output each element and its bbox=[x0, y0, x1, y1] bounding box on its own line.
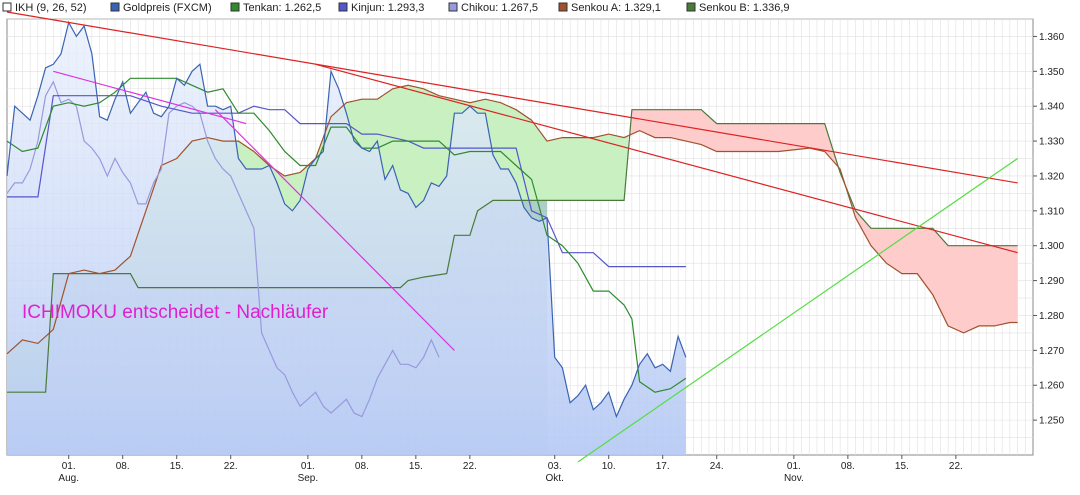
y-tick-label: 1.290 bbox=[1039, 276, 1064, 287]
legend-swatch bbox=[448, 2, 458, 12]
legend-swatch bbox=[230, 2, 240, 12]
trendline-magenta-long bbox=[214, 109, 455, 351]
x-tick-label: 08. bbox=[355, 461, 369, 472]
trendline-red-upper bbox=[6, 11, 1018, 184]
y-tick-label: 1.360 bbox=[1039, 32, 1064, 43]
legend-label: Tenkan: 1.262,5 bbox=[243, 2, 321, 14]
legend-label: Chikou: 1.267,5 bbox=[461, 2, 538, 14]
trendline-green bbox=[577, 158, 1018, 463]
tenkan-line bbox=[6, 77, 687, 393]
x-tick-label: 15. bbox=[895, 461, 909, 472]
legend-label: IKH (9, 26, 52) bbox=[15, 2, 87, 14]
y-tick-label: 1.270 bbox=[1039, 346, 1064, 357]
legend-swatch bbox=[686, 2, 696, 12]
x-tick-label: 01. bbox=[301, 461, 315, 472]
x-tick-label: 17. bbox=[656, 461, 670, 472]
x-axis: 01.Aug.08. 15. 22. 01.Sep.08. 15. 22. 03.Okt.1… bbox=[58, 455, 963, 484]
trendlines bbox=[6, 11, 1018, 463]
x-tick-month: Nov. bbox=[784, 473, 804, 484]
x-tick-label: 15. bbox=[409, 461, 423, 472]
trendline-red-lower bbox=[315, 63, 1018, 254]
legend-swatch bbox=[2, 2, 12, 12]
trendline-magenta-short bbox=[53, 70, 247, 125]
y-tick-label: 1.250 bbox=[1039, 416, 1064, 427]
y-tick-label: 1.310 bbox=[1039, 206, 1064, 217]
senkou-b-line bbox=[7, 109, 1018, 393]
legend: IKH (9, 26, 52) Goldpreis (FXCM) Tenkan: 1… bbox=[2, 2, 790, 14]
x-tick-label: 22. bbox=[463, 461, 477, 472]
y-tick-label: 1.300 bbox=[1039, 241, 1064, 252]
legend-swatch bbox=[558, 2, 568, 12]
legend-label: Senkou A: 1.329,1 bbox=[571, 2, 661, 14]
legend-swatch bbox=[110, 2, 120, 12]
x-tick-label: 03. bbox=[548, 461, 562, 472]
legend-swatch bbox=[338, 2, 348, 12]
legend-label: Senkou B: 1.336,9 bbox=[699, 2, 790, 14]
senkou-a-line bbox=[6, 84, 1018, 355]
x-tick-label: 22. bbox=[224, 461, 238, 472]
y-axis: 1.250 1.260 1.270 1.280 1.290 1.300 1.310 1.320… bbox=[1033, 32, 1064, 427]
x-tick-month: Sep. bbox=[298, 473, 319, 484]
y-tick-label: 1.260 bbox=[1039, 381, 1064, 392]
legend-label: Kinjun: 1.293,3 bbox=[351, 2, 424, 14]
annotation-text: ICHIMOKU entscheidet - Nachläufer bbox=[22, 302, 329, 323]
x-tick-label: 01. bbox=[62, 461, 76, 472]
y-tick-label: 1.280 bbox=[1039, 311, 1064, 322]
x-tick-label: 24. bbox=[710, 461, 724, 472]
x-tick-month: Okt. bbox=[546, 473, 564, 484]
legend-label: Goldpreis (FXCM) bbox=[123, 2, 212, 14]
kijun-line bbox=[7, 95, 686, 268]
series-lines bbox=[6, 20, 1018, 419]
price-line bbox=[6, 20, 687, 419]
x-tick-label: 15. bbox=[170, 461, 184, 472]
x-tick-label: 10. bbox=[602, 461, 616, 472]
y-tick-label: 1.340 bbox=[1039, 102, 1064, 113]
y-tick-label: 1.320 bbox=[1039, 171, 1064, 182]
area-fills bbox=[7, 22, 686, 455]
price-area bbox=[7, 22, 686, 455]
x-tick-label: 08. bbox=[116, 461, 130, 472]
chikou-line bbox=[6, 80, 440, 418]
y-tick-label: 1.330 bbox=[1039, 137, 1064, 148]
x-tick-label: 08. bbox=[841, 461, 855, 472]
cloud-bearish bbox=[845, 186, 1018, 333]
x-tick-label: 01. bbox=[787, 461, 801, 472]
y-tick-label: 1.350 bbox=[1039, 67, 1064, 78]
x-tick-month: Aug. bbox=[58, 473, 79, 484]
x-tick-label: 22. bbox=[949, 461, 963, 472]
